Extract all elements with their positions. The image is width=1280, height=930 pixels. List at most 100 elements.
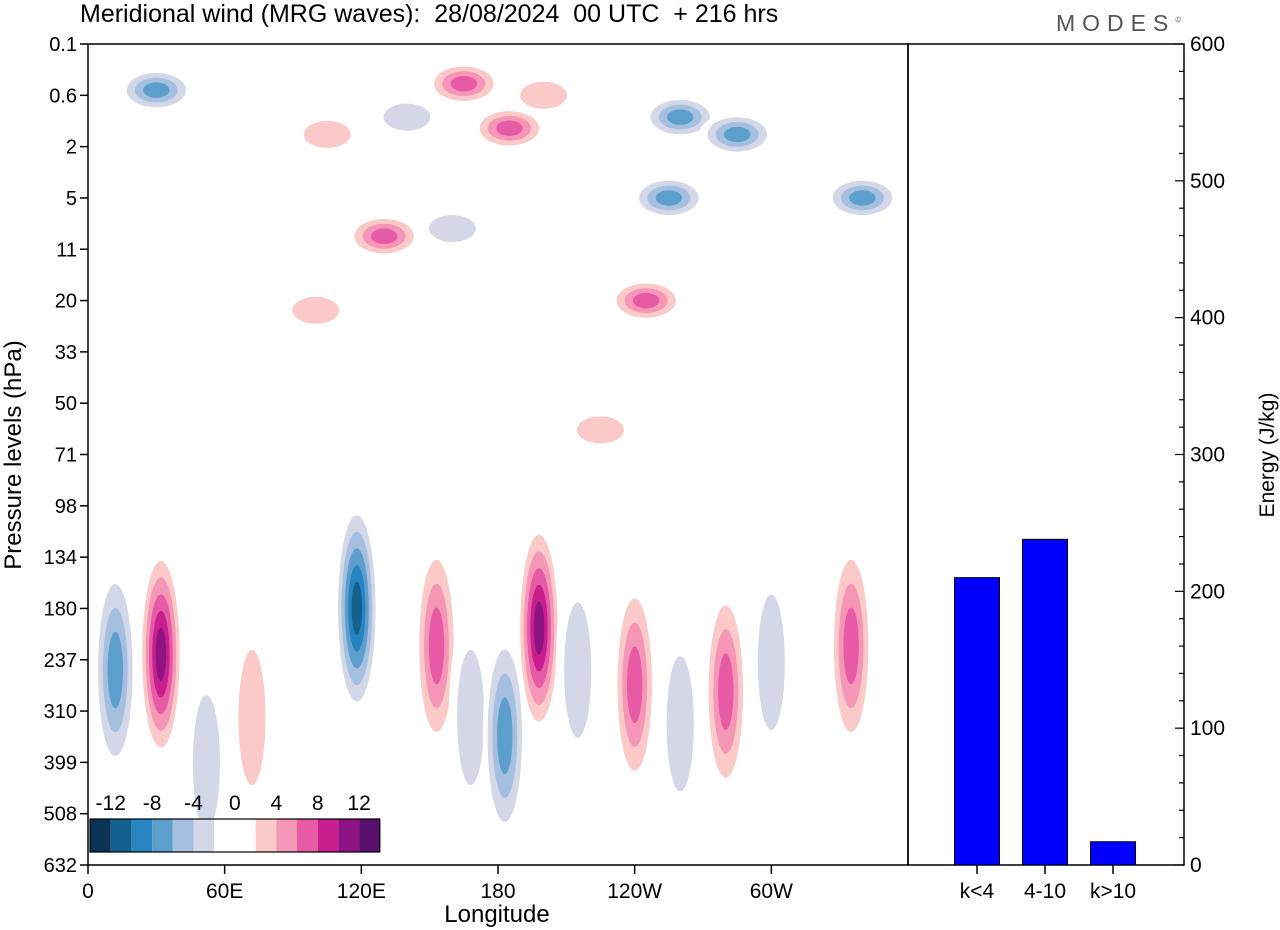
longitude-tick-label: 180 bbox=[480, 880, 515, 903]
colorbar-swatch bbox=[276, 819, 297, 852]
wind-contour-27-4 bbox=[718, 653, 734, 730]
pressure-tick-label: 0.6 bbox=[49, 85, 77, 107]
pressure-axis: 0.1 0.6 2 5 11 20 33 50 71 98 134 180 237 310 399 508 63… bbox=[44, 34, 88, 877]
wind-contour-22-4 bbox=[497, 697, 513, 774]
colorbar-swatch bbox=[359, 819, 380, 852]
pressure-tick-label: 399 bbox=[44, 752, 77, 774]
wind-contour-0-4 bbox=[143, 82, 170, 98]
wind-contour-9-4 bbox=[655, 190, 682, 206]
energy-category-label: k>10 bbox=[1090, 880, 1136, 903]
wind-contour-8-4 bbox=[849, 190, 876, 206]
colorbar-frame bbox=[89, 818, 381, 853]
x-axis-label: Longitude bbox=[444, 901, 549, 928]
pressure-tick-label: 20 bbox=[55, 291, 77, 313]
energy-category-label: 4-10 bbox=[1024, 880, 1066, 903]
energy-bars: k<4 4-10 k>10 bbox=[954, 538, 1136, 903]
colorbar-label: -12 bbox=[96, 792, 126, 815]
wind-contour-4-4 bbox=[496, 120, 523, 136]
energy-bar bbox=[1022, 538, 1068, 866]
colorbar-swatch bbox=[234, 819, 256, 852]
logo-mark: © bbox=[1175, 15, 1182, 25]
wind-contour-19-6 bbox=[351, 581, 363, 636]
energy-tick-label: 100 bbox=[1190, 717, 1225, 740]
energy-tick-label: 200 bbox=[1190, 580, 1225, 603]
energy-tick-label: 300 bbox=[1190, 444, 1225, 467]
pressure-tick-label: 71 bbox=[55, 445, 77, 467]
longitude-tick-label: 60W bbox=[750, 880, 793, 903]
pressure-tick-label: 2 bbox=[66, 137, 77, 159]
pressure-tick-label: 33 bbox=[55, 342, 77, 364]
energy-bar bbox=[954, 577, 1000, 866]
wind-contour-2-2 bbox=[383, 103, 431, 131]
pressure-tick-label: 508 bbox=[44, 804, 77, 826]
wind-contour-6-4 bbox=[667, 109, 694, 125]
wind-contour-25-4 bbox=[627, 646, 643, 723]
pressure-tick-label: 180 bbox=[44, 598, 77, 620]
wind-contour-20-4 bbox=[428, 607, 445, 685]
wind-contour-10-4 bbox=[370, 228, 398, 244]
wind-contour-17-2 bbox=[192, 695, 220, 831]
wind-contour-15-4 bbox=[107, 631, 124, 709]
energy-tick-label: 500 bbox=[1190, 170, 1225, 193]
colorbar-swatch bbox=[193, 819, 215, 852]
wind-contour-26-2 bbox=[666, 656, 694, 792]
colorbar-swatch bbox=[131, 819, 153, 852]
modes-logo: MODES© bbox=[1056, 10, 1181, 37]
pressure-tick-label: 11 bbox=[56, 239, 77, 261]
wind-contour-16-6 bbox=[155, 627, 167, 681]
colorbar-swatch bbox=[214, 819, 235, 852]
colorbar-label: 4 bbox=[270, 792, 282, 815]
colorbar-swatch bbox=[90, 819, 111, 852]
chart-title: Meridional wind (MRG waves): 28/08/2024 … bbox=[80, 0, 779, 28]
colorbar-swatch bbox=[317, 819, 339, 852]
longitude-tick-label: 120E bbox=[337, 880, 386, 903]
energy-category-label: k<4 bbox=[960, 880, 995, 903]
colorbar-swatch bbox=[255, 819, 277, 852]
pressure-tick-label: 310 bbox=[44, 701, 77, 723]
colorbar-swatch bbox=[152, 819, 173, 852]
colorbar-swatch bbox=[110, 819, 132, 852]
pressure-tick-label: 134 bbox=[44, 547, 77, 569]
logo-text: MODES bbox=[1056, 10, 1176, 36]
wind-contour-7-4 bbox=[724, 126, 751, 143]
pressure-tick-label: 632 bbox=[44, 855, 77, 877]
wind-field bbox=[93, 61, 901, 865]
longitude-tick-label: 0 bbox=[82, 880, 94, 903]
colorbar-swatch bbox=[338, 819, 360, 852]
colorbar-label: -8 bbox=[143, 792, 162, 815]
energy-bar bbox=[1090, 841, 1136, 866]
colorbar-swatch bbox=[297, 819, 318, 852]
wind-contour-11-2 bbox=[429, 215, 476, 242]
pressure-tick-label: 0.1 bbox=[49, 34, 77, 56]
wind-contour-28-2 bbox=[757, 594, 785, 730]
pressure-tick-label: 98 bbox=[55, 496, 77, 518]
energy-tick-label: 600 bbox=[1190, 33, 1225, 56]
energy-tick-label: 400 bbox=[1190, 307, 1225, 330]
energy-axis: 0 100 200 300 400 500 600 bbox=[1175, 33, 1225, 877]
energy-axis-label: Energy (J/kg) bbox=[1256, 393, 1279, 518]
wind-contour-18-2 bbox=[238, 649, 266, 786]
pressure-tick-label: 50 bbox=[55, 393, 77, 415]
wind-contour-21-2 bbox=[457, 649, 485, 786]
wind-contour-14-2 bbox=[577, 416, 624, 444]
wind-contour-12-4 bbox=[632, 292, 660, 309]
energy-tick-label: 0 bbox=[1190, 854, 1202, 877]
colorbar-swatch bbox=[172, 819, 194, 852]
y-axis-label: Pressure levels (hPa) bbox=[0, 340, 27, 569]
pressure-tick-label: 5 bbox=[66, 188, 77, 210]
wind-contour-1-2 bbox=[303, 120, 351, 148]
colorbar-label: -4 bbox=[184, 792, 203, 815]
longitude-tick-label: 60E bbox=[206, 880, 243, 903]
wind-contour-5-2 bbox=[520, 81, 567, 109]
longitude-tick-label: 120W bbox=[607, 880, 662, 903]
wind-contour-23-6 bbox=[533, 601, 545, 655]
longitude-axis: 0 60E 120E 180 120W 60W bbox=[82, 865, 793, 903]
colorbar-label: 12 bbox=[347, 792, 370, 815]
wind-contour-29-4 bbox=[843, 607, 859, 685]
wind-contour-13-2 bbox=[292, 296, 340, 324]
pressure-tick-label: 237 bbox=[44, 650, 77, 672]
colorbar-label: 8 bbox=[312, 792, 324, 815]
colorbar: -12 -8 -4 0 4 8 12 bbox=[89, 792, 381, 853]
wind-contour-24-2 bbox=[564, 602, 592, 738]
